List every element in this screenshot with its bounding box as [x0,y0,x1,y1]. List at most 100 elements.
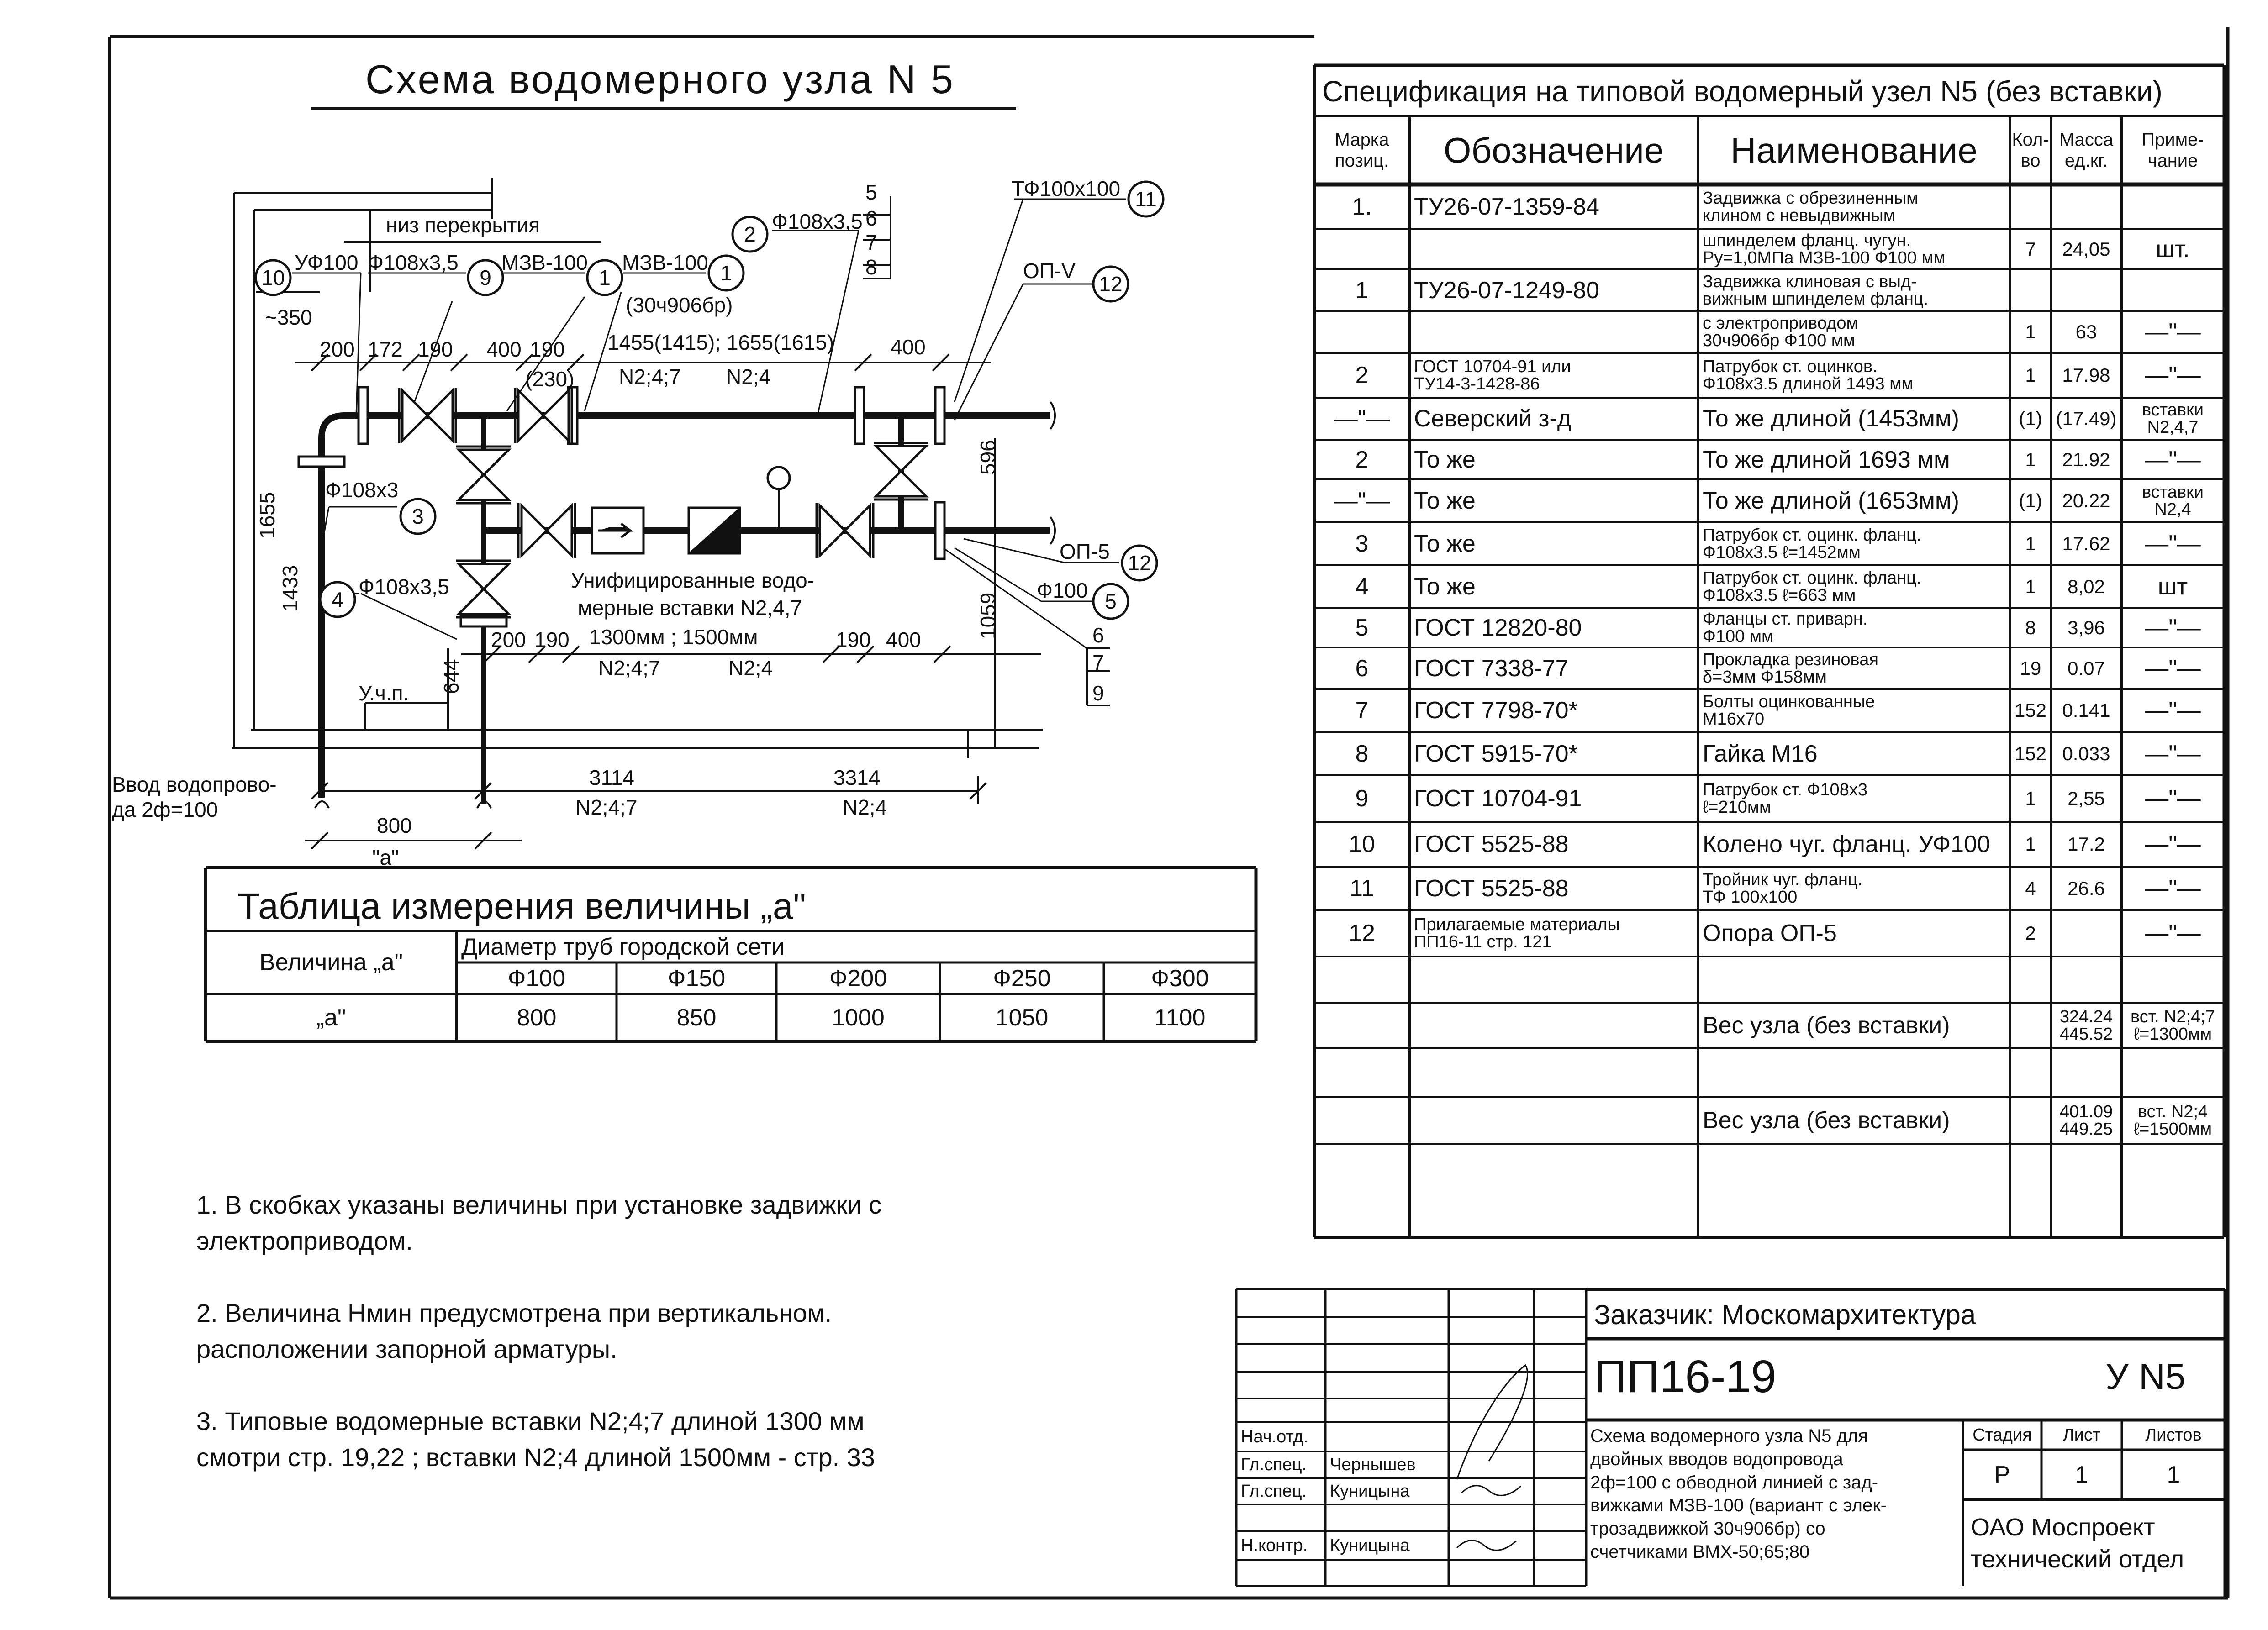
spec-cell-mass: 324.24 445.52 [2059,1007,2113,1044]
spec-cell-mark [1314,1144,1409,1237]
dimension-tick [474,831,492,850]
spec-cell-name: Патрубок ст. Ф108х3 ℓ=210мм [1703,780,1867,817]
pipe-break-mark [314,401,1056,809]
callout-circle [319,581,356,618]
callout-number: 12 [1099,272,1123,296]
spec-cell-name: То же длиной (1653мм) [1703,487,1959,514]
spec-cell-mass: 0.033 [2062,742,2110,764]
signature-scribble [1456,1364,1528,1496]
callout-number: 2 [744,222,756,246]
spec-cell-name: Тройник чуг. фланц. ТФ 100х100 [1703,870,1863,907]
spec-cell-mass: 3,96 [2068,617,2105,638]
diagram-label: 200 [320,337,355,361]
spec-cell-mark: 7 [1355,697,1369,724]
spec-cell-name: Патрубок ст. оцинк. фланц. Ф108х3.5 ℓ=14… [1703,525,1921,562]
spec-cell-mass [2051,269,2121,311]
spec-cell-qty [2010,269,2051,311]
leader-line [963,538,1065,563]
diagram-label: 8 [865,255,877,279]
leader-line [954,547,1042,602]
spec-cell-qty: 152 [2014,699,2047,721]
spec-cell-name: Вес узла (без вставки) [1703,1107,1950,1134]
callout-circle [707,254,745,292]
dimension-tick [483,645,501,663]
diagram-label: ~350 [265,305,312,329]
stage-header: Лист [2062,1425,2101,1445]
spec-cell-note: —"— [2145,530,2201,557]
spec-cell-mark: 3 [1355,530,1369,557]
spec-cell-designation: ГОСТ 7798-70* [1414,697,1578,724]
spec-cell-qty [2010,1048,2051,1097]
spec-cell-mark: —"— [1334,487,1390,514]
spec-cell-mass [2051,184,2121,229]
spec-cell-name: Прокладка резиновая δ=3мм Ф158мм [1703,650,1878,687]
spec-cell-mark [1314,229,1409,269]
spec-cell-qty: 1 [2025,448,2036,470]
callout-number: 9 [480,266,491,289]
dimension-tick [528,645,546,663]
spec-cell-mark: 12 [1349,920,1375,946]
leader-line [584,292,622,411]
diagram-label: 3314 [833,766,881,789]
diagram-label: 1059 [976,592,1000,639]
spec-cell-mark: 10 [1349,831,1375,857]
spec-cell-designation: То же [1414,487,1476,514]
spec-cell-mass: 21.92 [2062,448,2110,470]
spec-cell-designation [1409,229,1698,269]
a-table-value: 800 [517,1004,557,1031]
spec-cell-note: —"— [2145,697,2201,724]
stage-header: Стадия [1973,1425,2032,1445]
spec-cell-qty: 1 [2025,321,2036,342]
spec-cell-designation: ГОСТ 5525-88 [1414,875,1569,902]
spec-cell-designation: Прилагаемые материалы ПП16-11 стр. 121 [1414,915,1620,952]
dimension-tick [932,353,950,372]
spec-cell-designation [1409,1048,1698,1097]
signature-name [1325,1422,1449,1451]
callout-circle [399,498,437,535]
diagram-label: МЗВ-100 [501,251,588,274]
diagram-label: Ф100 [1037,578,1088,602]
leader-line [954,284,1024,421]
spec-cell-note: —"— [2145,362,2201,389]
gate-valve-icon [818,502,871,559]
gate-valve-icon [401,387,454,444]
dimension-tick [311,831,329,850]
spec-cell-qty: 1 [2025,788,2036,809]
spec-cell-name: Вес узла (без вставки) [1703,1012,1950,1039]
spec-cell-mark [1314,1003,1409,1048]
spec-cell-qty: 1 [2025,532,2036,554]
signature-name: Чернышев [1330,1455,1416,1474]
leader-line [817,230,860,416]
spec-cell-mark: 5 [1355,615,1369,641]
diagram-label: ТФ100х100 [1012,177,1121,200]
customer-label: Заказчик: Москомархитектура [1594,1299,1976,1330]
spec-cell-note [2121,1144,2224,1237]
dimension-tick [515,353,533,372]
diagram-label: Ввод водопрово- [112,773,277,796]
a-table-diameter: Ф200 [829,965,887,992]
diagram-label: 190 [530,337,565,361]
spec-title: Спецификация на типовой водомерный узел … [1322,75,2163,108]
spec-cell-note: —"— [2145,831,2201,857]
a-table-value: 1050 [995,1004,1049,1031]
a-table-value: 850 [676,1004,717,1031]
diagram-label: низ перекрытия [386,213,540,237]
spec-cell-mass: 63 [2075,321,2097,342]
spec-cell-note: шт. [2156,236,2190,263]
spec-cell-mass: 17.2 [2068,833,2105,855]
callout-number: 11 [1135,187,1157,211]
spec-cell-mass: 401.09 449.25 [2059,1102,2113,1139]
diagram-label: (230) [525,367,575,391]
callout-number: 5 [1105,589,1117,613]
spec-cell-mark: 8 [1355,740,1369,767]
leader-line [355,273,362,416]
diagram-label: Ф108х3 [325,478,399,502]
diagram-label: Ф108х3,5 [359,575,449,599]
spec-cell-name [1698,1144,2010,1237]
spec-cell-note: —"— [2145,875,2201,902]
signature-role: Гл.спец. [1241,1482,1307,1501]
spec-cell-name: Колено чуг. фланц. УФ100 [1703,831,1990,857]
spec-cell-qty: 19 [2020,657,2041,679]
gate-valve-icon [455,563,512,615]
callout-number: 10 [261,266,285,289]
